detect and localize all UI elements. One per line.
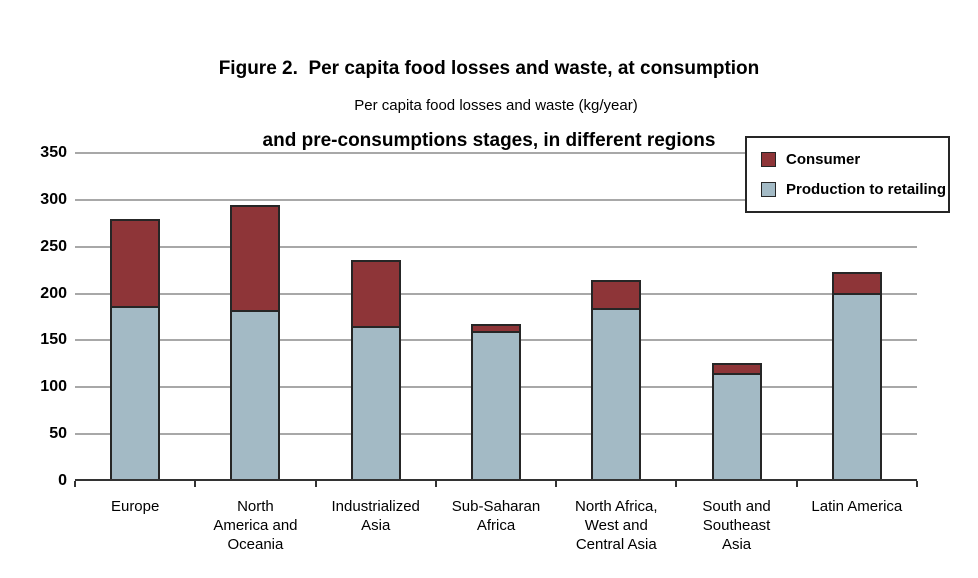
bar-segment-production-5 — [591, 310, 642, 481]
x-axis-category-label-line: North — [237, 498, 274, 515]
x-axis-tick — [194, 481, 196, 487]
gridline — [75, 152, 917, 154]
x-axis-tick — [435, 481, 437, 487]
x-axis-category-label-line: North Africa, — [575, 498, 658, 515]
x-axis-line — [75, 479, 917, 481]
plot-area: Europe North America and Oceania Industriali… — [74, 152, 918, 553]
legend-swatch-1 — [761, 151, 776, 167]
x-axis-category-label-line: Europe — [110, 498, 160, 515]
x-axis-tick — [675, 481, 677, 487]
y-axis-tick-label: 300 — [40, 190, 67, 208]
legend-swatch-2 — [761, 182, 776, 198]
bar-segment-consumer-7 — [831, 272, 882, 296]
bar-segment-consumer-6 — [711, 362, 762, 376]
gridline — [75, 292, 917, 295]
x-axis-category-label-line: Sub-Saharan — [451, 498, 541, 515]
bar-segment-consumer-4 — [471, 324, 521, 333]
x-axis-category-label-line: Latin America — [811, 498, 903, 515]
legend: Consumer Production to retailing — [745, 136, 950, 213]
x-axis-category-label-line: America and — [213, 517, 298, 534]
y-axis-tick-label: 100 — [40, 378, 67, 396]
x-axis-category-label-line: Southeast — [702, 517, 771, 534]
x-axis-category-label: Industrialized Asia — [313, 497, 439, 535]
y-axis-tick-label: 0 — [58, 472, 67, 489]
x-axis-category-label: Sub-Saharan Africa — [433, 497, 559, 535]
x-axis-category-label-line: Industrialized — [331, 498, 420, 515]
x-axis-tick — [916, 481, 918, 487]
gridline — [75, 198, 917, 201]
y-axis-tick-label: 150 — [40, 331, 67, 349]
gridline — [75, 245, 917, 248]
bar-segment-production-3 — [350, 328, 401, 481]
y-axis-tick-label: 350 — [40, 144, 67, 161]
x-axis-category-label: Europe — [72, 497, 198, 516]
bar-segment-production-4 — [471, 332, 521, 481]
y-axis-tick-label: 200 — [40, 284, 67, 302]
x-axis-tick — [74, 481, 76, 487]
bar-segment-production-7 — [831, 295, 882, 481]
legend-item-1: Consumer — [761, 151, 948, 168]
legend-item-2: Production to retailing — [761, 181, 948, 198]
figure-title-line-2: and pre-consumptions stages, in differen… — [262, 130, 716, 151]
bar-segment-consumer-5 — [591, 279, 642, 311]
figure-title-line-1: Figure 2. Per capita food losses and was… — [218, 58, 760, 79]
bar-segment-production-1 — [110, 307, 161, 481]
x-axis-category-label: North America and Oceania — [192, 497, 318, 554]
x-axis-category-label-line: Central Asia — [575, 536, 657, 553]
bar-segment-consumer-3 — [350, 259, 401, 329]
x-axis-tick — [796, 481, 798, 487]
y-axis-tick-label: 50 — [49, 425, 67, 443]
bar-segment-production-6 — [711, 375, 762, 481]
x-axis-category-label: North Africa, West and Central Asia — [553, 497, 679, 554]
x-axis-category-label: Latin America — [794, 497, 920, 516]
chart-axis-title: Per capita food losses and waste (kg/yea… — [354, 97, 638, 114]
x-axis-category-label-line: Asia — [361, 517, 391, 534]
legend-item-label: Consumer — [786, 150, 861, 168]
bar-segment-consumer-1 — [110, 218, 161, 308]
y-axis-tick-label: 250 — [40, 237, 67, 255]
bar-segment-production-2 — [230, 312, 281, 481]
x-axis-category-label-line: South and — [702, 498, 771, 515]
x-axis-tick — [555, 481, 557, 487]
x-axis-tick — [315, 481, 317, 487]
bar-segment-consumer-2 — [230, 204, 281, 313]
x-axis-category-label-line: West and — [584, 517, 648, 534]
figure-title: Figure 2. Per capita food losses and was… — [0, 9, 978, 201]
x-axis-category-label-line: Oceania — [227, 536, 284, 553]
x-axis-category-label-line: Asia — [721, 536, 752, 553]
x-axis-category-label-line: Africa — [476, 517, 516, 534]
x-axis-category-label: South and Southeast Asia — [674, 497, 800, 554]
legend-item-label: Production to retailing — [786, 181, 946, 199]
